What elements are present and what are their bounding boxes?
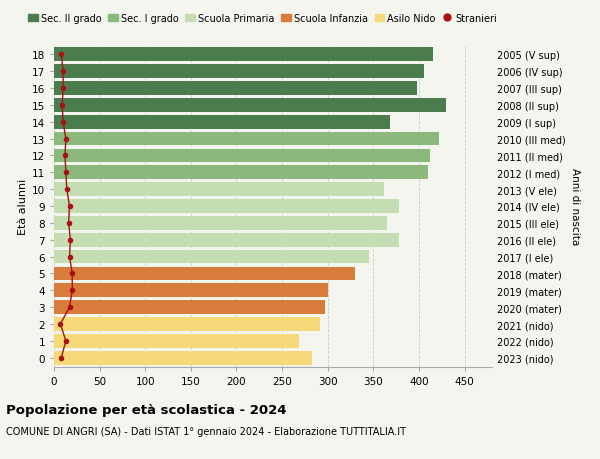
Point — [58, 85, 68, 92]
Text: Popolazione per età scolastica - 2024: Popolazione per età scolastica - 2024 — [6, 403, 287, 416]
Bar — [54, 334, 299, 348]
Bar — [54, 116, 390, 129]
Point — [61, 169, 71, 177]
Legend: Sec. II grado, Sec. I grado, Scuola Primaria, Scuola Infanzia, Asilo Nido, Stran: Sec. II grado, Sec. I grado, Scuola Prim… — [28, 14, 497, 24]
Bar — [54, 166, 428, 180]
Point — [64, 220, 73, 227]
Bar — [54, 267, 355, 281]
Point — [56, 321, 65, 328]
Point — [65, 236, 75, 244]
Point — [67, 270, 77, 278]
Point — [65, 203, 74, 210]
Y-axis label: Età alunni: Età alunni — [17, 179, 28, 235]
Bar — [54, 149, 430, 163]
Point — [60, 152, 70, 160]
Bar — [54, 284, 328, 297]
Bar — [54, 217, 387, 230]
Bar — [54, 301, 325, 314]
Bar — [54, 65, 424, 79]
Bar — [54, 250, 369, 264]
Bar — [54, 233, 399, 247]
Point — [58, 68, 68, 76]
Bar — [54, 82, 417, 95]
Point — [61, 337, 71, 345]
Point — [56, 354, 66, 362]
Y-axis label: Anni di nascita: Anni di nascita — [569, 168, 580, 245]
Point — [56, 51, 66, 59]
Bar — [54, 99, 446, 112]
Point — [65, 304, 74, 311]
Text: COMUNE DI ANGRI (SA) - Dati ISTAT 1° gennaio 2024 - Elaborazione TUTTITALIA.IT: COMUNE DI ANGRI (SA) - Dati ISTAT 1° gen… — [6, 426, 406, 436]
Point — [65, 253, 74, 261]
Point — [62, 186, 71, 193]
Point — [67, 287, 77, 294]
Bar — [54, 318, 320, 331]
Bar — [54, 200, 399, 213]
Bar — [54, 48, 433, 62]
Bar — [54, 351, 312, 365]
Point — [58, 119, 68, 126]
Bar — [54, 132, 439, 146]
Point — [61, 135, 71, 143]
Point — [58, 102, 67, 109]
Bar — [54, 183, 385, 196]
